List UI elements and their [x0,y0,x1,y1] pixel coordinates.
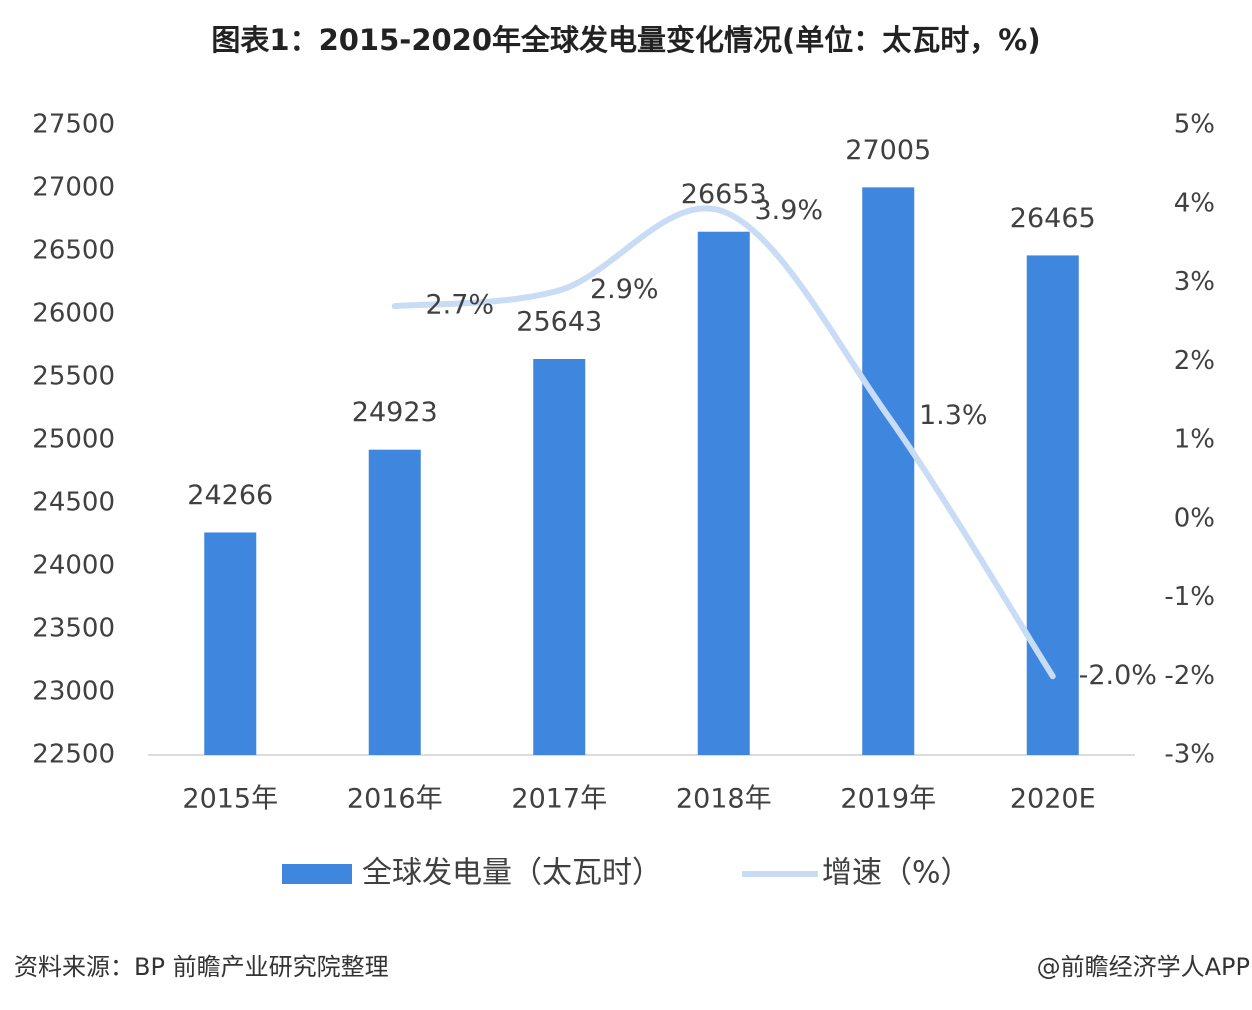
bar [533,358,586,755]
y-tick-label: 27500 [32,110,115,140]
y2-tick-label: 2% [1174,346,1215,376]
x-tick-label: 2020E [1010,784,1096,815]
bar [1026,255,1079,755]
x-tick-label: 2018年 [676,784,772,815]
y-tick-label: 27000 [32,173,115,203]
chart-title: 图表1：2015-2020年全球发电量变化情况(单位：太瓦时，%) [211,23,1040,57]
data-label: -2.0% [1079,660,1157,691]
y-tick-label: 24500 [32,488,115,518]
legend-label: 增速（%） [822,856,971,891]
legend-swatch [282,864,352,884]
data-label: 24266 [187,480,273,511]
y-tick-label: 22500 [32,740,115,770]
bar [368,449,421,755]
data-label: 24923 [352,397,438,428]
y2-tick-label: -1% [1164,582,1215,612]
bar [697,231,750,756]
y2-tick-label: 1% [1174,425,1215,455]
x-tick-label: 2016年 [347,784,443,815]
bar [204,532,257,755]
y2-tick-label: 4% [1174,188,1215,218]
legend-label: 全球发电量（太瓦时） [362,856,662,891]
y-tick-label: 24000 [32,551,115,581]
data-label: 3.9% [754,195,823,226]
line [391,205,1056,680]
y-tick-label: 26000 [32,299,115,329]
data-label: 2.7% [425,290,494,321]
data-label: 25643 [516,306,602,337]
y-tick-label: 25000 [32,425,115,455]
y2-tick-label: 5% [1174,110,1215,140]
data-label: 1.3% [919,400,988,431]
y-tick-label: 23000 [32,677,115,707]
x-tick-label: 2017年 [511,784,607,815]
data-label: 26465 [1010,203,1096,234]
y-tick-label: 23500 [32,614,115,644]
source: 资料来源：BP 前瞻产业研究院整理 [14,953,389,981]
bar [862,187,915,755]
y-tick-label: 25500 [32,362,115,392]
y2-tick-label: 0% [1174,503,1215,533]
y2-tick-label: 3% [1174,267,1215,297]
x-tick-label: 2015年 [182,784,278,815]
y-tick-label: 26500 [32,236,115,266]
y2-tick-label: -2% [1164,661,1215,691]
y2-tick-label: -3% [1164,740,1215,770]
data-label: 2.9% [590,274,659,305]
credit: @前瞻经济学人APP [1037,953,1250,981]
data-label: 27005 [845,135,931,166]
x-tick-label: 2019年 [840,784,936,815]
data-label: 26653 [681,179,767,210]
